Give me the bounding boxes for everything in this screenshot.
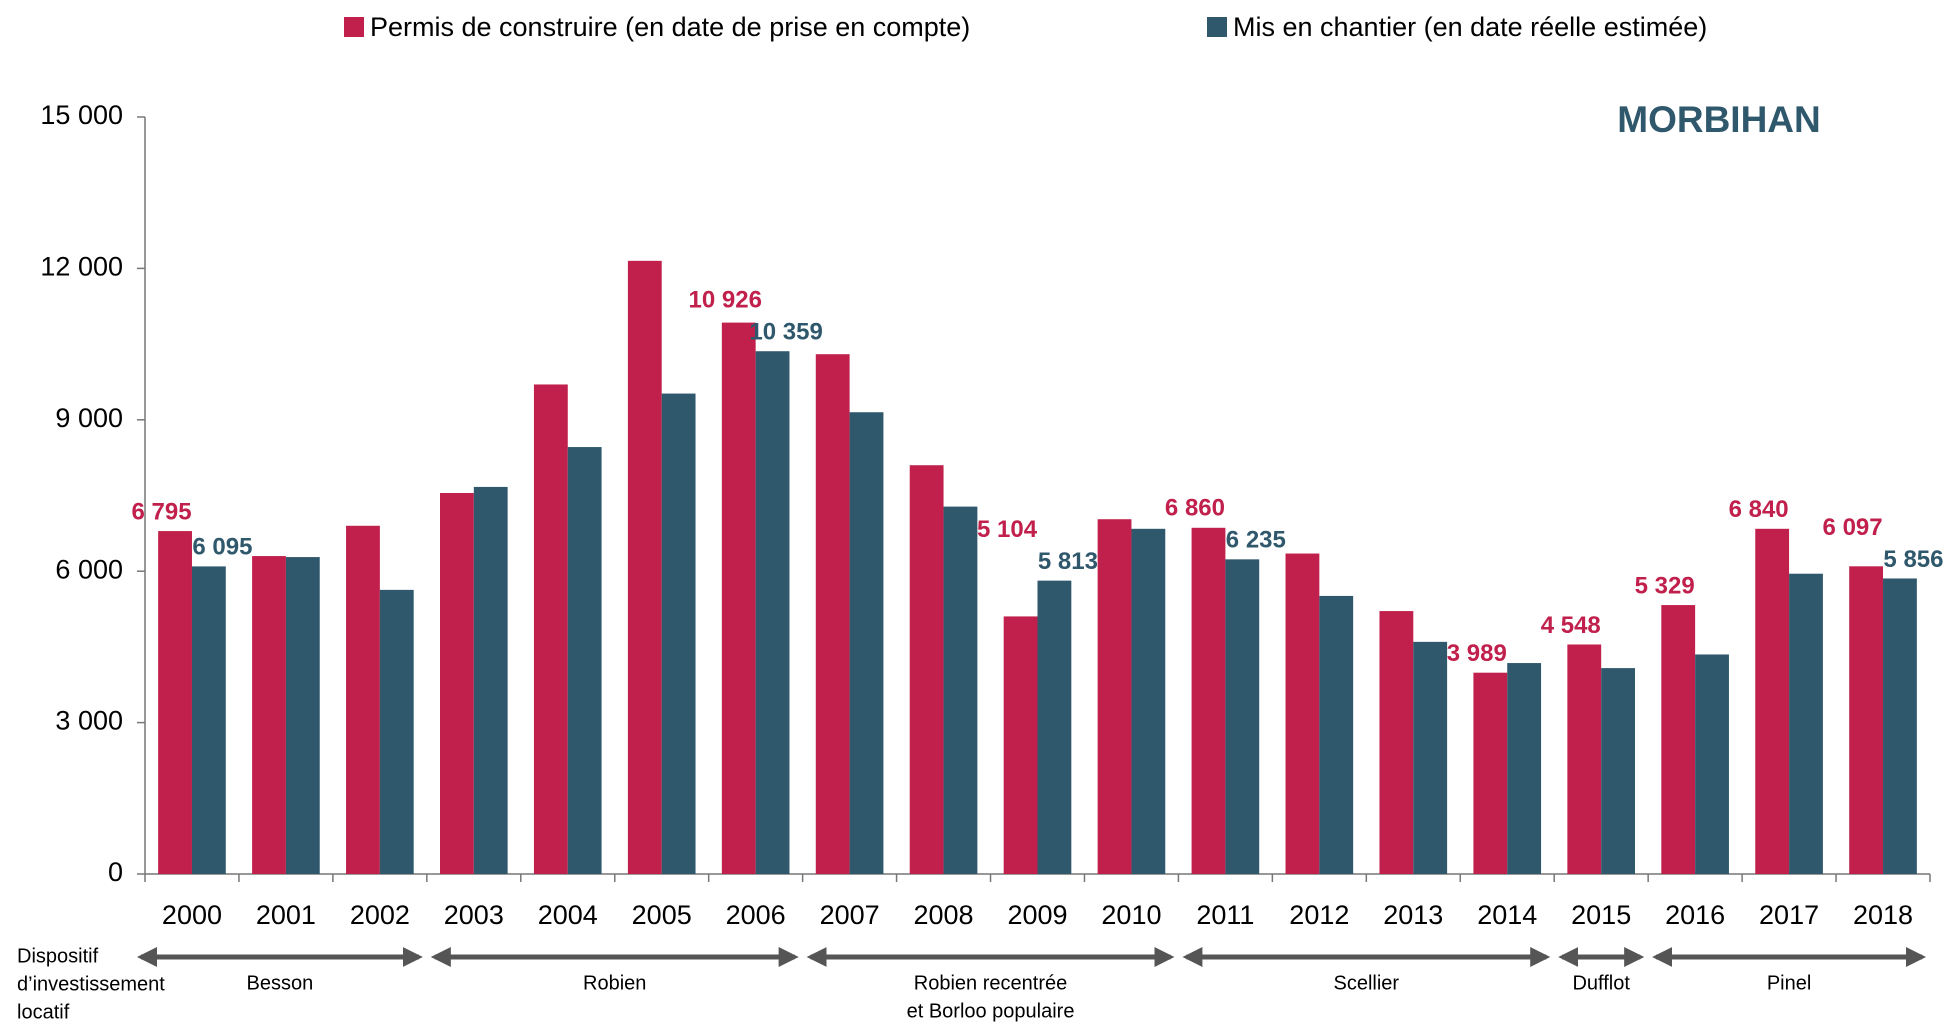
y-tick-label: 0 [108,857,123,887]
bar [1285,553,1320,874]
bar [285,557,320,874]
data-label: 6 840 [1729,496,1789,523]
data-label: 6 235 [1226,527,1286,554]
data-label: 3 989 [1447,640,1507,667]
bar [1473,672,1508,874]
x-tick-label: 2012 [1289,900,1349,930]
period-label: Pinel [1767,972,1811,994]
bar [909,465,944,874]
bar [346,525,380,874]
x-tick-label: 2002 [350,900,410,930]
chart-title: MORBIHAN [1617,99,1820,140]
bar [1131,528,1166,874]
period-label: Dufflot [1572,972,1630,994]
bar [1755,528,1790,874]
x-tick-label: 2017 [1759,900,1819,930]
bar [252,556,286,874]
x-tick-label: 2015 [1571,900,1631,930]
bar [158,531,192,874]
legend-swatch [344,17,364,37]
bar [379,589,414,874]
x-tick-label: 2008 [914,900,974,930]
bar [1379,611,1414,874]
data-label: 10 926 [689,287,762,314]
y-tick-label: 6 000 [55,554,123,584]
y-tick-label: 12 000 [40,252,123,282]
bar [1037,580,1072,874]
bar [943,506,978,874]
data-label: 6 095 [192,534,252,561]
bar [1003,616,1038,874]
period-title: locatif [17,1001,70,1023]
x-tick-label: 2018 [1853,900,1913,930]
period-label: Scellier [1334,972,1400,994]
bar [1319,595,1354,874]
x-tick-label: 2014 [1477,900,1537,930]
bar [1567,644,1602,874]
data-label: 6 097 [1823,514,1883,541]
x-tick-label: 2007 [820,900,880,930]
x-tick-label: 2011 [1196,900,1254,930]
data-label: 5 856 [1883,546,1943,573]
x-tick-label: 2013 [1383,900,1443,930]
x-tick-label: 2001 [256,900,316,930]
bar [815,354,850,874]
data-label: 5 104 [977,516,1038,543]
legend-label: Mis en chantier (en date réelle estimée) [1233,12,1707,42]
x-tick-label: 2000 [162,900,222,930]
period-title: d’investissement [17,973,165,995]
data-label: 4 548 [1541,612,1601,639]
bar [661,393,696,874]
bar [1413,641,1448,874]
bar [567,447,602,874]
period-label: Besson [247,972,314,994]
period-label: Robien recentrée [914,972,1067,994]
bar [1507,663,1542,874]
data-label: 5 329 [1635,572,1695,599]
legend-label: Permis de construire (en date de prise e… [370,12,970,42]
bar [1225,559,1260,874]
bar [473,486,508,874]
y-tick-label: 3 000 [55,706,123,736]
x-tick-label: 2016 [1665,900,1725,930]
x-tick-label: 2005 [632,900,692,930]
bar [1097,519,1132,874]
data-label: 6 795 [132,498,192,525]
period-label: et Borloo populaire [907,1000,1075,1022]
bar [627,260,662,875]
x-tick-label: 2003 [444,900,504,930]
y-tick-label: 9 000 [55,403,123,433]
x-tick-label: 2006 [726,900,786,930]
bar [533,384,568,874]
legend-swatch [1207,17,1227,37]
bar [1661,605,1696,874]
bar [1789,573,1823,874]
x-tick-label: 2010 [1101,900,1161,930]
y-tick-label: 15 000 [40,100,123,130]
bar [439,492,474,874]
bar [1883,578,1917,874]
data-label: 10 359 [749,319,822,346]
bar [1191,527,1226,874]
bar [721,322,756,874]
bar [849,412,884,874]
bar [755,351,790,874]
bar [191,566,226,874]
period-label: Robien [583,972,646,994]
x-tick-label: 2009 [1007,900,1067,930]
bar [1695,654,1729,874]
data-label: 5 813 [1038,548,1098,575]
period-title: Dispositif [17,945,99,967]
bar [1601,668,1636,874]
data-label: 6 860 [1165,495,1225,522]
x-tick-label: 2004 [538,900,598,930]
bar [1849,566,1884,874]
